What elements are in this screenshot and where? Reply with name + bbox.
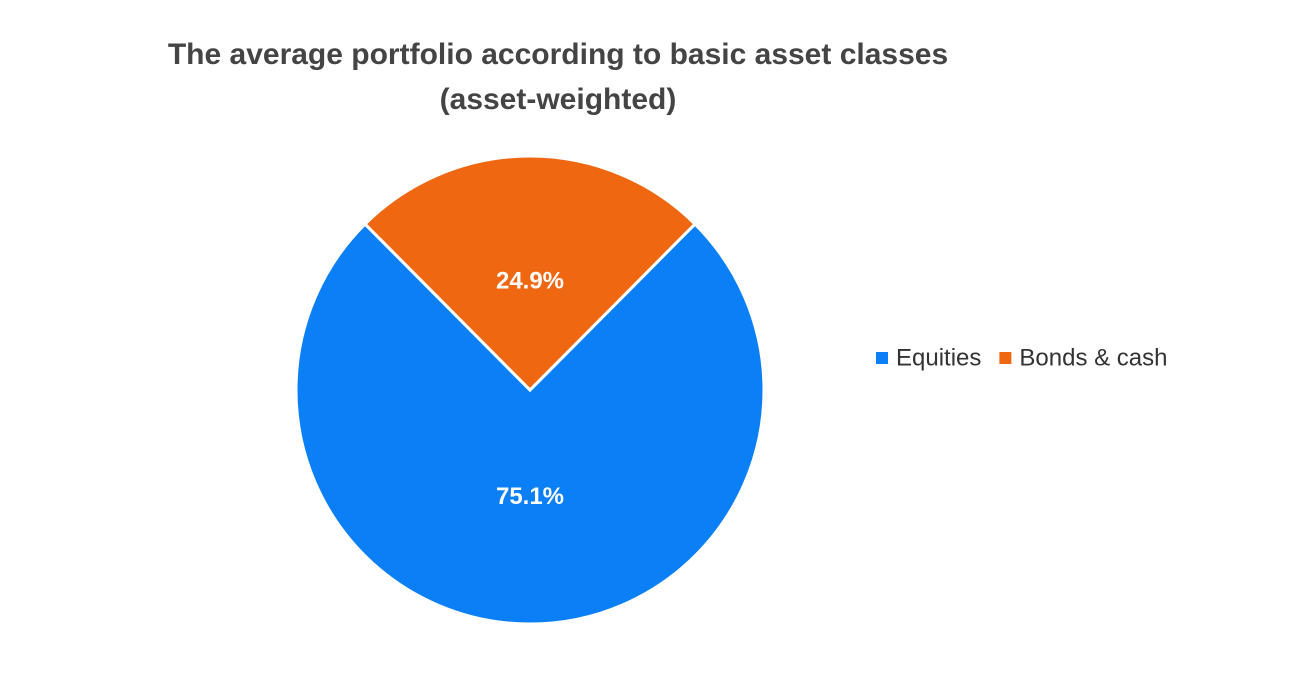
legend-label: Bonds & cash (1019, 344, 1167, 371)
pie-slice (362, 154, 698, 393)
data-label: 24.9% (496, 268, 564, 295)
data-label: 75.1% (496, 483, 564, 510)
pie-slice (294, 221, 766, 626)
legend-swatch (999, 352, 1012, 364)
chart-title: The average portfolio according to basic… (167, 38, 949, 116)
legend-label: Equities (896, 344, 981, 371)
legend-swatch (876, 352, 888, 364)
